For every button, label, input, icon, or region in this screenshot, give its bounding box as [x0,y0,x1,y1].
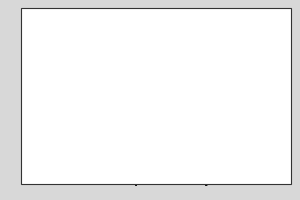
X-axis label: Optical Density: Optical Density [126,176,210,186]
Y-axis label: Concentration(ng/mL): Concentration(ng/mL) [23,42,32,134]
